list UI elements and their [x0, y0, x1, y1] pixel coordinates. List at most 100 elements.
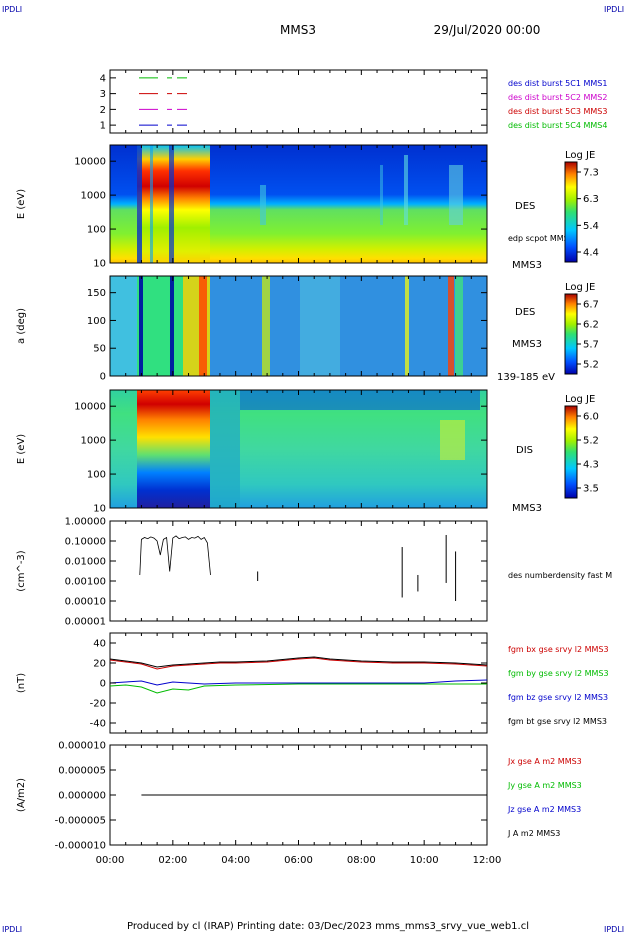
panel-density — [139, 534, 457, 601]
current-legend-entry: Jx gse A m2 MMS3 — [507, 757, 582, 766]
colorbar-des-energy — [564, 161, 578, 263]
corner-mark-tl: IPDLI — [2, 5, 22, 14]
y-tick-label: 20 — [93, 659, 106, 670]
y-tick-label: 10 — [93, 259, 106, 270]
colorbar-title: Log JE — [565, 150, 595, 161]
des-energy-feature — [260, 185, 266, 225]
des-pitch-band — [405, 276, 409, 376]
figure-title: MMS3 — [280, 23, 316, 37]
y-tick-label: 4 — [100, 73, 106, 84]
current-legend-entry: Jz gse A m2 MMS3 — [507, 805, 581, 814]
axes: 00:00 02:00 04:00 06:00 08:00 10:00 12:00 1 2 3 4 1… — [16, 70, 612, 866]
y-tick-label: 0 — [100, 372, 106, 383]
colorbar-tick-label: 7.3 — [583, 168, 599, 179]
x-tick-label: 08:00 — [347, 855, 376, 866]
des-pitch-band — [448, 276, 454, 376]
dis-energy-hot-region — [137, 390, 210, 508]
x-tick-label: 06:00 — [284, 855, 313, 866]
y-tick-label: 1 — [100, 121, 106, 132]
des-energy-stripe — [137, 145, 142, 263]
y-axis-label: (A/m2) — [16, 778, 27, 812]
colorbar-tick-label: 6.0 — [583, 412, 599, 423]
y-tick-label: 0.00010 — [65, 597, 106, 608]
panel-dis-energy — [109, 389, 488, 509]
y-axis-label: (cm^-3) — [16, 550, 27, 591]
dis-energy-feature — [440, 420, 465, 460]
y-tick-label: -40 — [90, 719, 106, 730]
y-axis-label: (nT) — [16, 673, 27, 693]
y-tick-label: 1.00000 — [65, 517, 106, 528]
current-legend-entry: J A m2 MMS3 — [507, 829, 560, 838]
y-tick-label: 0.000005 — [58, 766, 106, 777]
colorbar-tick-label: 5.7 — [583, 340, 599, 351]
y-tick-label: 2 — [100, 105, 106, 116]
des-energy-feature — [449, 165, 463, 225]
y-axis-label: E (eV) — [16, 189, 27, 219]
y-axis-label: E (eV) — [16, 434, 27, 464]
current-legend-entry: Jy gse A m2 MMS3 — [507, 781, 582, 790]
field-series-line-by — [109, 683, 487, 694]
y-tick-label: 10 — [93, 504, 106, 515]
field-legend-entry: fgm bz gse srvy l2 MMS3 — [508, 693, 608, 702]
burst-legend-entry: des dist burst 5C2 MMS2 — [508, 93, 607, 102]
colorbar-des-energy-bar — [564, 161, 578, 263]
colorbar-tick-label: 4.3 — [583, 460, 599, 471]
field-series-line-bx — [109, 657, 488, 670]
panel-side-label: edp scpot MMS3 — [508, 234, 574, 243]
y-tick-label: 0.00001 — [65, 617, 106, 628]
des-energy-stripe — [169, 145, 174, 263]
y-tick-label: 40 — [93, 639, 106, 650]
burst-legend-entry: des dist burst 5C1 MMS1 — [508, 79, 607, 88]
colorbar-des-pitch — [564, 293, 578, 375]
colorbar-des-pitch-bar — [564, 293, 578, 375]
y-axis-label: a (deg) — [16, 308, 27, 344]
colorbar-tick-label: 3.5 — [583, 484, 599, 495]
y-tick-label: 150 — [87, 288, 106, 299]
des-pitch-band — [110, 276, 137, 376]
colorbar-tick-label: 5.4 — [583, 221, 599, 232]
y-tick-label: 0.00100 — [65, 577, 106, 588]
des-energy-feature — [404, 155, 408, 225]
panel-side-label: 139-185 eV — [497, 372, 555, 383]
panel-side-label: MMS3 — [512, 339, 542, 350]
colorbar-tick-label: 5.2 — [583, 360, 599, 371]
panel-field — [109, 656, 488, 694]
y-tick-label: 10000 — [74, 402, 106, 413]
y-tick-label: 10000 — [74, 157, 106, 168]
field-legend-entry: fgm bt gse srvy l2 MMS3 — [508, 717, 607, 726]
y-tick-label: 0.000010 — [58, 741, 106, 752]
y-tick-label: -0.000005 — [55, 816, 106, 827]
dis-energy-feature — [210, 390, 240, 508]
des-pitch-band — [300, 276, 340, 376]
field-legend-entry: fgm by gse srvy l2 MMS3 — [508, 669, 609, 678]
x-tick-label: 10:00 — [410, 855, 439, 866]
y-tick-label: 100 — [87, 225, 106, 236]
panel-side-label: DIS — [516, 445, 533, 456]
y-tick-label: 100 — [87, 470, 106, 481]
field-legend-entry: fgm bx gse srvy l2 MMS3 — [508, 645, 609, 654]
colorbar-dis-energy-bar — [564, 405, 578, 499]
density-series-line — [139, 535, 211, 576]
y-tick-label: -20 — [90, 699, 106, 710]
field-series-line-bt — [109, 656, 488, 668]
panel-side-label: DES — [515, 201, 535, 212]
burst-legend-entry: des dist burst 5C4 MMS4 — [508, 121, 607, 130]
dis-energy-feature — [240, 390, 480, 410]
panel-burst-frame — [109, 69, 488, 134]
y-tick-label: 100 — [87, 316, 106, 327]
colorbar-title: Log JE — [565, 394, 595, 405]
y-tick-label: 0.000000 — [58, 791, 106, 802]
des-energy-feature — [380, 165, 383, 225]
y-tick-label: 1000 — [81, 191, 106, 202]
y-tick-label: 0.10000 — [65, 537, 106, 548]
figure-date: 29/Jul/2020 00:00 — [434, 23, 541, 37]
x-tick-label: 00:00 — [96, 855, 125, 866]
panel-side-label: MMS3 — [512, 260, 542, 271]
des-pitch-band — [199, 276, 207, 376]
corner-mark-tr: IPDLI — [604, 5, 624, 14]
des-pitch-band — [262, 276, 270, 376]
x-tick-label: 12:00 — [473, 855, 502, 866]
y-tick-label: 1000 — [81, 436, 106, 447]
field-series-line-bz — [109, 679, 488, 686]
panel-side-label: DES — [515, 307, 535, 318]
